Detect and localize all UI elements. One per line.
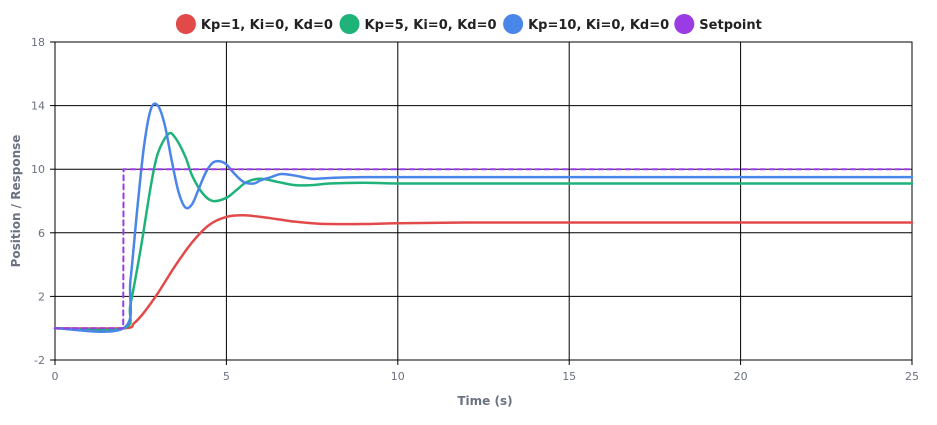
x-tick-label: 10 (391, 370, 405, 383)
series-line-3 (54, 168, 913, 330)
legend: Kp=1, Ki=0, Kd=0 Kp=5, Ki=0, Kd=0 Kp=10, K… (175, 14, 762, 34)
y-tick-label: 2 (38, 290, 45, 303)
x-tick-label: 15 (562, 370, 576, 383)
legend-marker (339, 14, 360, 34)
x-tick-label: 0 (52, 370, 59, 383)
y-tick-label: -2 (34, 354, 45, 367)
series-line-1 (53, 131, 914, 332)
legend-label: Kp=1, Ki=0, Kd=0 (201, 18, 333, 33)
x-tick-label: 25 (905, 370, 919, 383)
series-line-2 (53, 102, 914, 333)
y-tick-label: 10 (31, 163, 45, 176)
grid (54, 41, 913, 361)
legend-label: Kp=5, Ki=0, Kd=0 (365, 18, 497, 33)
legend-label: Setpoint (699, 18, 762, 33)
x-axis-ticks: 0 5 10 15 20 25 (52, 360, 919, 383)
x-tick-label: 5 (223, 370, 230, 383)
series-line-0 (53, 214, 914, 330)
legend-label: Kp=10, Ki=0, Kd=0 (528, 18, 669, 33)
legend-marker (175, 14, 196, 34)
x-axis-title: Time (s) (457, 394, 512, 408)
legend-marker (674, 14, 695, 34)
series-layer (53, 102, 914, 333)
y-tick-label: 6 (38, 227, 45, 240)
x-tick-label: 20 (734, 370, 748, 383)
plot-frame (54, 41, 913, 361)
y-axis-title: Position / Response (9, 135, 23, 268)
plot-border (54, 41, 913, 361)
y-axis-ticks: -2 2 6 10 14 18 (31, 36, 55, 367)
y-tick-label: 14 (31, 100, 45, 113)
legend-marker (503, 14, 524, 34)
y-tick-label: 18 (31, 36, 45, 49)
